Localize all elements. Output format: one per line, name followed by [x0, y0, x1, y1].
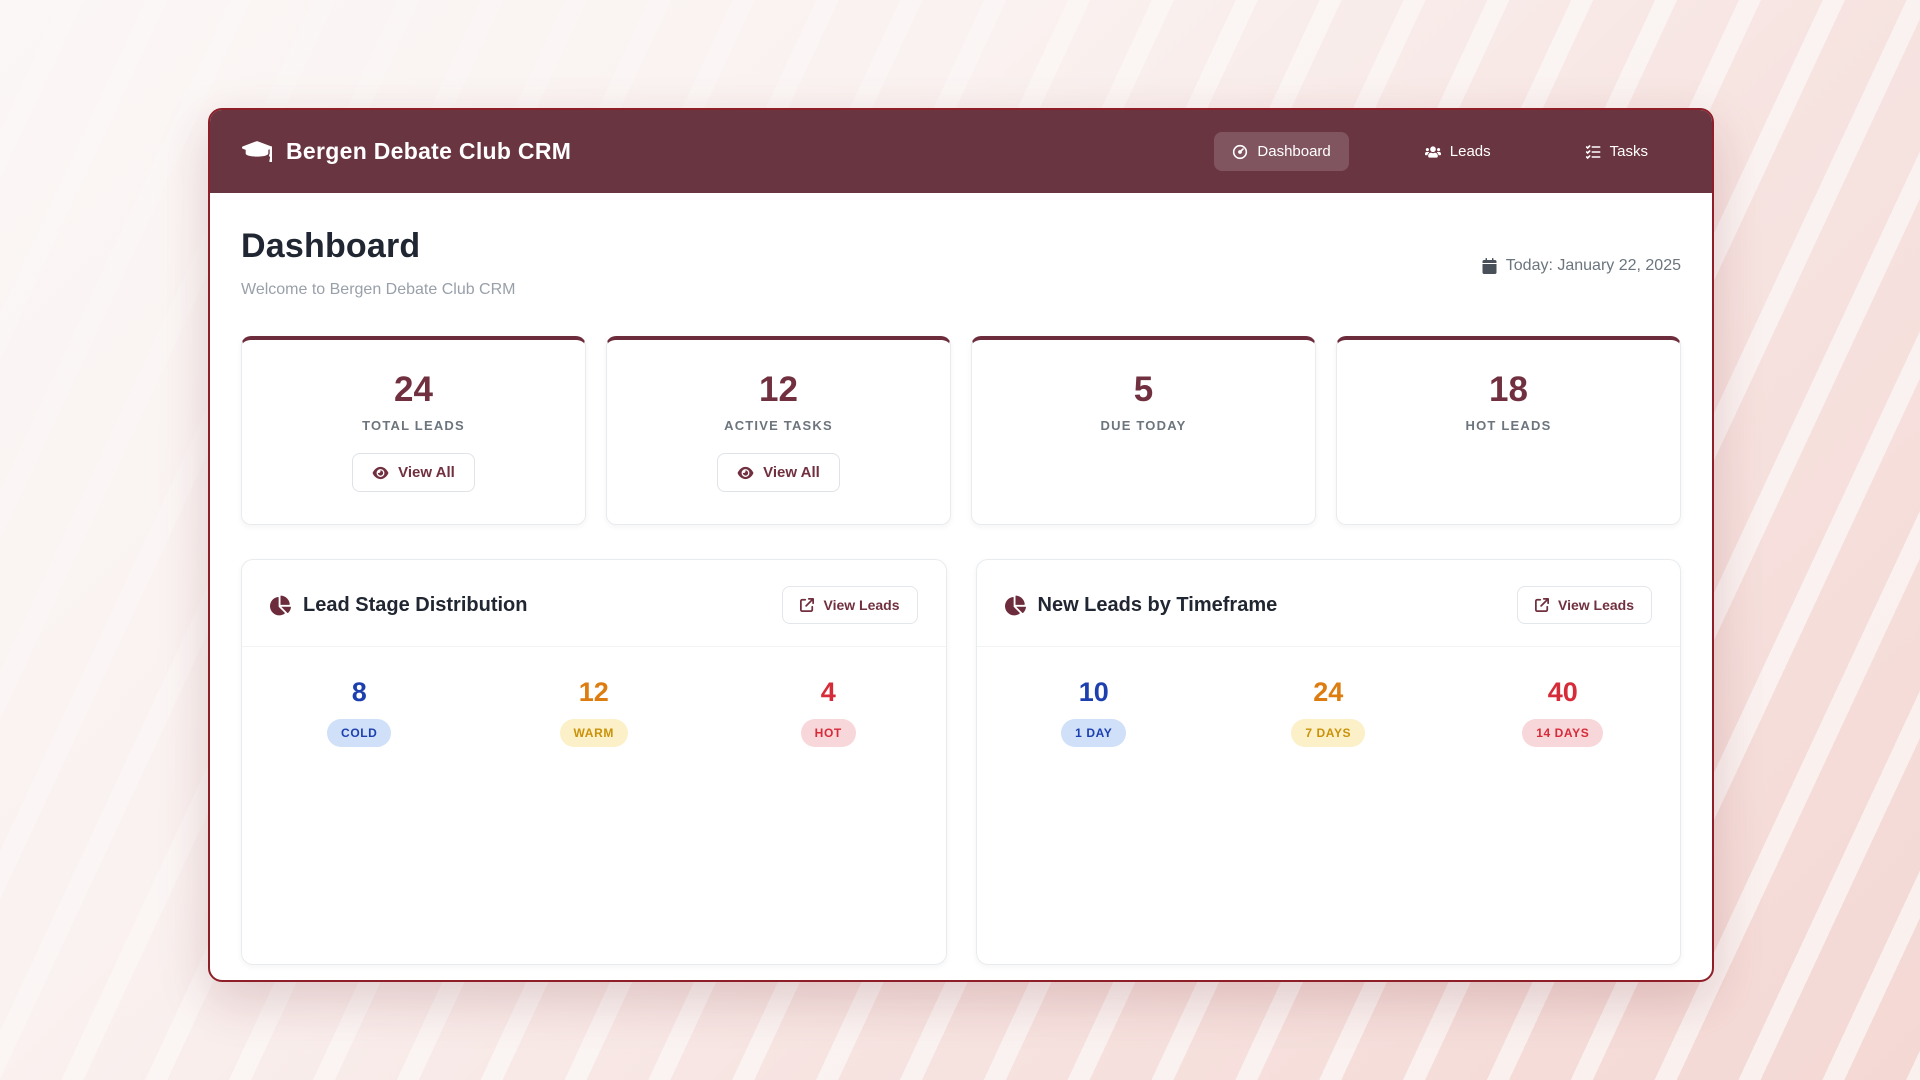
- stat-value: 12: [759, 370, 798, 409]
- stat-value: 18: [1489, 370, 1528, 409]
- panel-header: New Leads by Timeframe View Leads: [976, 560, 1680, 647]
- list-check-icon: [1585, 144, 1601, 159]
- nav-label: Tasks: [1609, 143, 1648, 160]
- stat-value: 24: [394, 370, 433, 409]
- eye-icon: [737, 466, 754, 479]
- app-header: Bergen Debate Club CRM Dashboard Leads T…: [210, 110, 1712, 193]
- stat-card-total-leads: 24 TOTAL LEADS View All: [241, 336, 586, 525]
- stage-value: 8: [351, 677, 367, 707]
- today-label: Today: January 22, 2025: [1505, 257, 1681, 274]
- view-leads-button[interactable]: View Leads: [1516, 586, 1652, 624]
- stats-row: 24 TOTAL LEADS View All 12 ACTIVE TASKS …: [241, 336, 1681, 525]
- panel-header: Lead Stage Distribution View Leads: [242, 560, 946, 647]
- stat-card-hot-leads: 18 HOT LEADS: [1336, 336, 1681, 525]
- graduation-cap-icon: [242, 140, 272, 162]
- page-subtitle: Welcome to Bergen Debate Club CRM: [241, 281, 516, 298]
- timeframe-badge: 14 DAYS: [1522, 719, 1604, 747]
- stage-warm-stat: 12 WARM: [477, 677, 712, 747]
- stat-label: ACTIVE TASKS: [724, 418, 833, 433]
- stage-badge: COLD: [327, 719, 392, 747]
- stat-label: DUE TODAY: [1100, 418, 1187, 433]
- stat-card-due-today: 5 DUE TODAY: [971, 336, 1316, 525]
- timeframe-badge: 1 DAY: [1061, 719, 1127, 747]
- stage-cold-stat: 8 COLD: [242, 677, 477, 747]
- stat-label: HOT LEADS: [1465, 418, 1552, 433]
- new-leads-timeframe-panel: New Leads by Timeframe View Leads 10 1 D…: [975, 559, 1681, 965]
- view-all-label: View All: [398, 464, 455, 481]
- panels-row: Lead Stage Distribution View Leads 8 COL…: [241, 559, 1681, 965]
- page-head: Dashboard Welcome to Bergen Debate Club …: [241, 227, 1681, 299]
- stage-value: 4: [820, 677, 836, 707]
- external-link-icon: [1534, 598, 1549, 612]
- timeframe-7days-stat: 24 7 DAYS: [1211, 677, 1446, 747]
- view-all-label: View All: [763, 464, 820, 481]
- stat-value: 5: [1133, 370, 1154, 409]
- nav-item-tasks[interactable]: Tasks: [1567, 132, 1666, 171]
- nav-item-leads[interactable]: Leads: [1407, 132, 1509, 171]
- calendar-icon: [1482, 258, 1497, 274]
- timeframe-1day-stat: 10 1 DAY: [977, 677, 1212, 747]
- page-title: Dashboard: [241, 227, 421, 265]
- eye-icon: [372, 466, 389, 479]
- nav-label: Dashboard: [1257, 143, 1331, 160]
- main-nav: Dashboard Leads Tasks: [1214, 132, 1666, 171]
- stat-label: TOTAL LEADS: [362, 418, 465, 433]
- timeframe-value: 40: [1547, 677, 1578, 707]
- stage-hot-stat: 4 HOT: [711, 677, 946, 747]
- brand: Bergen Debate Club CRM: [242, 138, 571, 165]
- panel-title: Lead Stage Distribution: [303, 593, 528, 616]
- pie-chart-icon: [1004, 595, 1026, 615]
- panel-title: New Leads by Timeframe: [1037, 593, 1278, 616]
- dashboard-content: Dashboard Welcome to Bergen Debate Club …: [210, 193, 1712, 973]
- timeframe-value: 10: [1078, 677, 1109, 707]
- lead-stage-distribution-panel: Lead Stage Distribution View Leads 8 COL…: [241, 559, 947, 965]
- stage-badge: HOT: [800, 719, 856, 747]
- panel-body: 10 1 DAY 24 7 DAYS 40 14 DAYS: [977, 647, 1681, 747]
- app-title: Bergen Debate Club CRM: [286, 138, 572, 164]
- external-link-icon: [800, 598, 815, 612]
- view-leads-label: View Leads: [823, 597, 900, 613]
- view-leads-label: View Leads: [1557, 597, 1634, 613]
- stage-badge: WARM: [559, 719, 628, 747]
- view-all-leads-button[interactable]: View All: [352, 453, 475, 492]
- app-window: Bergen Debate Club CRM Dashboard Leads T…: [208, 108, 1714, 982]
- stat-card-active-tasks: 12 ACTIVE TASKS View All: [606, 336, 951, 525]
- today-date: Today: January 22, 2025: [1482, 257, 1681, 275]
- timeframe-14days-stat: 40 14 DAYS: [1446, 677, 1681, 747]
- pie-chart-icon: [270, 595, 291, 615]
- gauge-icon: [1233, 144, 1248, 159]
- timeframe-value: 24: [1313, 677, 1344, 707]
- stage-value: 12: [578, 677, 609, 707]
- panel-body: 8 COLD 12 WARM 4 HOT: [242, 647, 946, 747]
- users-icon: [1424, 145, 1441, 158]
- view-leads-button[interactable]: View Leads: [782, 586, 918, 624]
- nav-label: Leads: [1449, 143, 1491, 160]
- view-all-tasks-button[interactable]: View All: [717, 453, 840, 492]
- nav-item-dashboard[interactable]: Dashboard: [1214, 132, 1349, 171]
- timeframe-badge: 7 DAYS: [1291, 719, 1366, 747]
